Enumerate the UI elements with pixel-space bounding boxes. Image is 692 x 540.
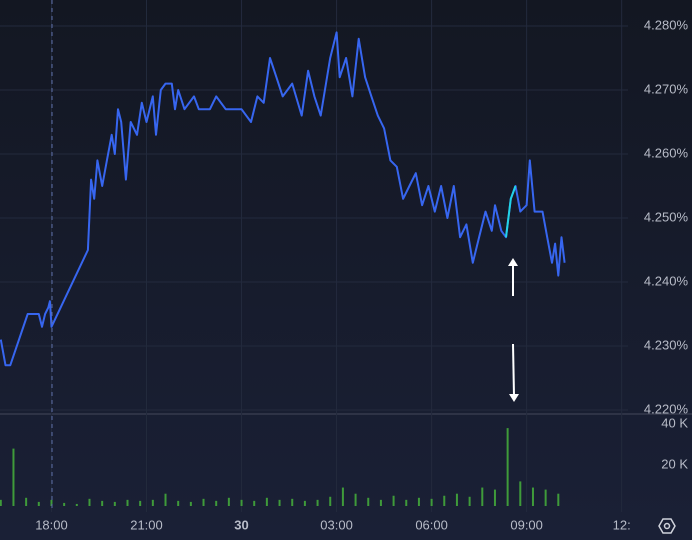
settings-icon[interactable]: [658, 518, 676, 534]
volume-bar: [417, 497, 420, 507]
volume-bar: [455, 493, 458, 507]
y-tick-label: 4.220%: [644, 401, 689, 416]
volume-bar: [202, 498, 205, 507]
volume-bar: [531, 487, 534, 507]
arrow-down-head: [509, 394, 519, 402]
y-tick-label: 4.250%: [644, 209, 689, 224]
x-tick-label: 30: [234, 517, 248, 532]
volume-bar: [430, 498, 433, 507]
y-tick-label: 4.270%: [644, 81, 689, 96]
y-tick-label: 4.260%: [644, 145, 689, 160]
y-tick-label: 40 K: [661, 415, 688, 430]
volume-bar: [341, 487, 344, 507]
volume-bar: [329, 496, 332, 507]
volume-bar: [367, 497, 370, 507]
arrow-up-head: [508, 258, 518, 266]
volume-bar: [126, 499, 129, 507]
volume-bar: [278, 499, 281, 507]
y-tick-label: 20 K: [661, 456, 688, 471]
x-tick-label: 18:00: [35, 517, 68, 532]
y-tick-label: 4.240%: [644, 273, 689, 288]
volume-bar: [392, 495, 395, 507]
x-tick-label: 12:: [613, 517, 631, 532]
volume-bar: [405, 499, 408, 507]
volume-bar: [379, 499, 382, 507]
volume-bar: [139, 500, 142, 507]
volume-bar: [468, 496, 471, 507]
volume-bar: [113, 501, 116, 507]
volume-bar: [253, 500, 256, 507]
volume-bar: [75, 503, 78, 507]
volume-bar: [151, 499, 154, 507]
price-line: [505, 185, 517, 238]
volume-bar: [12, 448, 15, 507]
volume-bar: [177, 500, 180, 507]
volume-bar: [25, 497, 28, 507]
volume-bar: [189, 501, 192, 507]
x-tick-label: 06:00: [415, 517, 448, 532]
volume-bar: [101, 500, 104, 507]
volume-bar: [506, 428, 509, 507]
arrow-down: [512, 343, 515, 397]
x-tick-label: 21:00: [130, 517, 163, 532]
volume-bar: [240, 499, 243, 507]
volume-bar: [0, 499, 2, 507]
volume-bar: [303, 500, 306, 507]
volume-bar: [37, 501, 40, 507]
volume-bar: [88, 498, 91, 507]
volume-bar: [265, 497, 268, 507]
volume-bar: [481, 487, 484, 507]
volume-bar: [557, 493, 560, 507]
volume-bar: [164, 493, 167, 507]
volume-bar: [63, 502, 66, 507]
volume-bar: [316, 499, 319, 507]
volume-bar: [493, 489, 496, 507]
arrows: [508, 258, 519, 402]
volume-bar: [50, 499, 53, 507]
volume-bar: [354, 493, 357, 507]
price-line: [0, 31, 566, 367]
y-tick-label: 4.230%: [644, 337, 689, 352]
volume-bar: [215, 500, 218, 507]
x-tick-label: 09:00: [510, 517, 543, 532]
volume-bar: [443, 495, 446, 507]
y-tick-label: 4.280%: [644, 17, 689, 32]
volume-bar: [227, 497, 230, 507]
x-tick-label: 03:00: [320, 517, 353, 532]
volume-bar: [519, 481, 522, 507]
volume-bar: [544, 489, 547, 507]
volume-bar: [291, 498, 294, 507]
